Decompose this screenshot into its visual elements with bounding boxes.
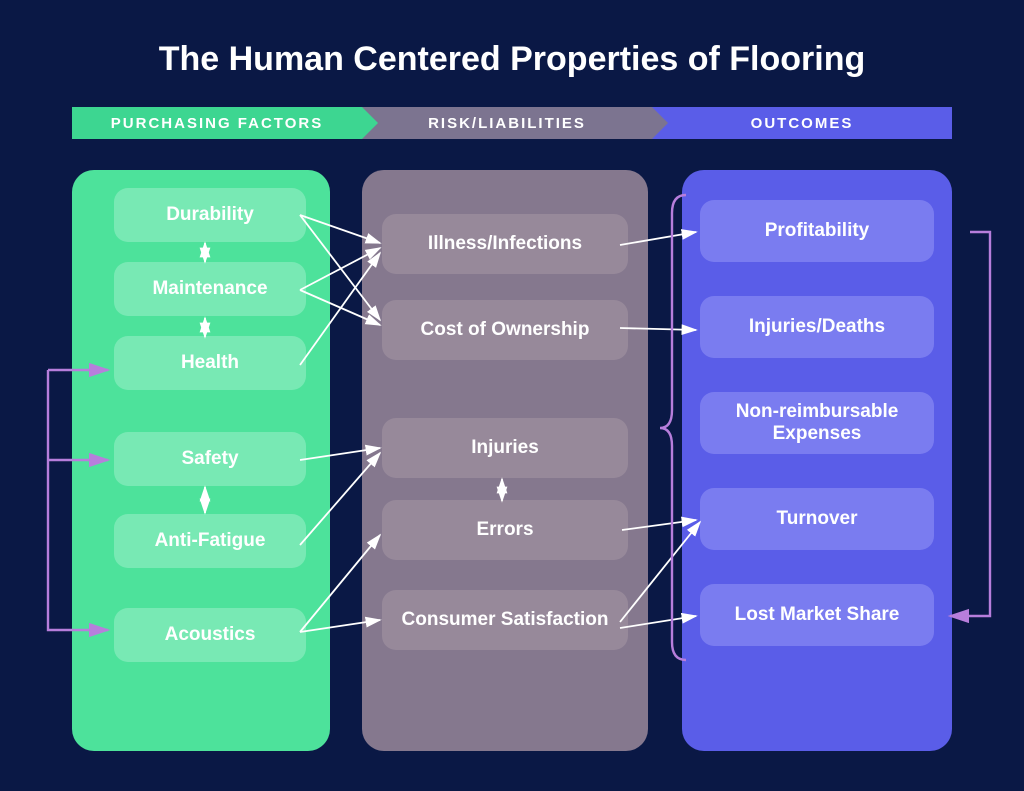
item-profitability: Profitability — [700, 200, 934, 262]
header-risk: RISK/LIABILITIES — [362, 107, 652, 139]
header-bar: PURCHASING FACTORS RISK/LIABILITIES OUTC… — [72, 107, 952, 139]
item-injdeaths: Injuries/Deaths — [700, 296, 934, 358]
item-cost: Cost of Ownership — [382, 300, 628, 360]
column-outcomes: Profitability Injuries/Deaths Non-reimburs… — [682, 170, 952, 751]
column-risk: Illness/Infections Cost of Ownership Injur… — [362, 170, 648, 751]
item-turnover: Turnover — [700, 488, 934, 550]
columns-container: Durability Maintenance Health Safety Anti-Fa… — [72, 170, 952, 751]
item-antifatigue: Anti-Fatigue — [114, 514, 306, 568]
item-consumer: Consumer Satisfaction — [382, 590, 628, 650]
item-maintenance: Maintenance — [114, 262, 306, 316]
item-errors: Errors — [382, 500, 628, 560]
item-nonreimb: Non-reimbursable Expenses — [700, 392, 934, 454]
header-purchasing: PURCHASING FACTORS — [72, 107, 362, 139]
item-lostshare: Lost Market Share — [700, 584, 934, 646]
item-health: Health — [114, 336, 306, 390]
column-purchasing: Durability Maintenance Health Safety Anti-Fa… — [72, 170, 330, 751]
item-durability: Durability — [114, 188, 306, 242]
item-acoustics: Acoustics — [114, 608, 306, 662]
item-safety: Safety — [114, 432, 306, 486]
item-illness: Illness/Infections — [382, 214, 628, 274]
item-injuries: Injuries — [382, 418, 628, 478]
page-title: The Human Centered Properties of Floorin… — [0, 0, 1024, 107]
header-outcomes: OUTCOMES — [652, 107, 952, 139]
